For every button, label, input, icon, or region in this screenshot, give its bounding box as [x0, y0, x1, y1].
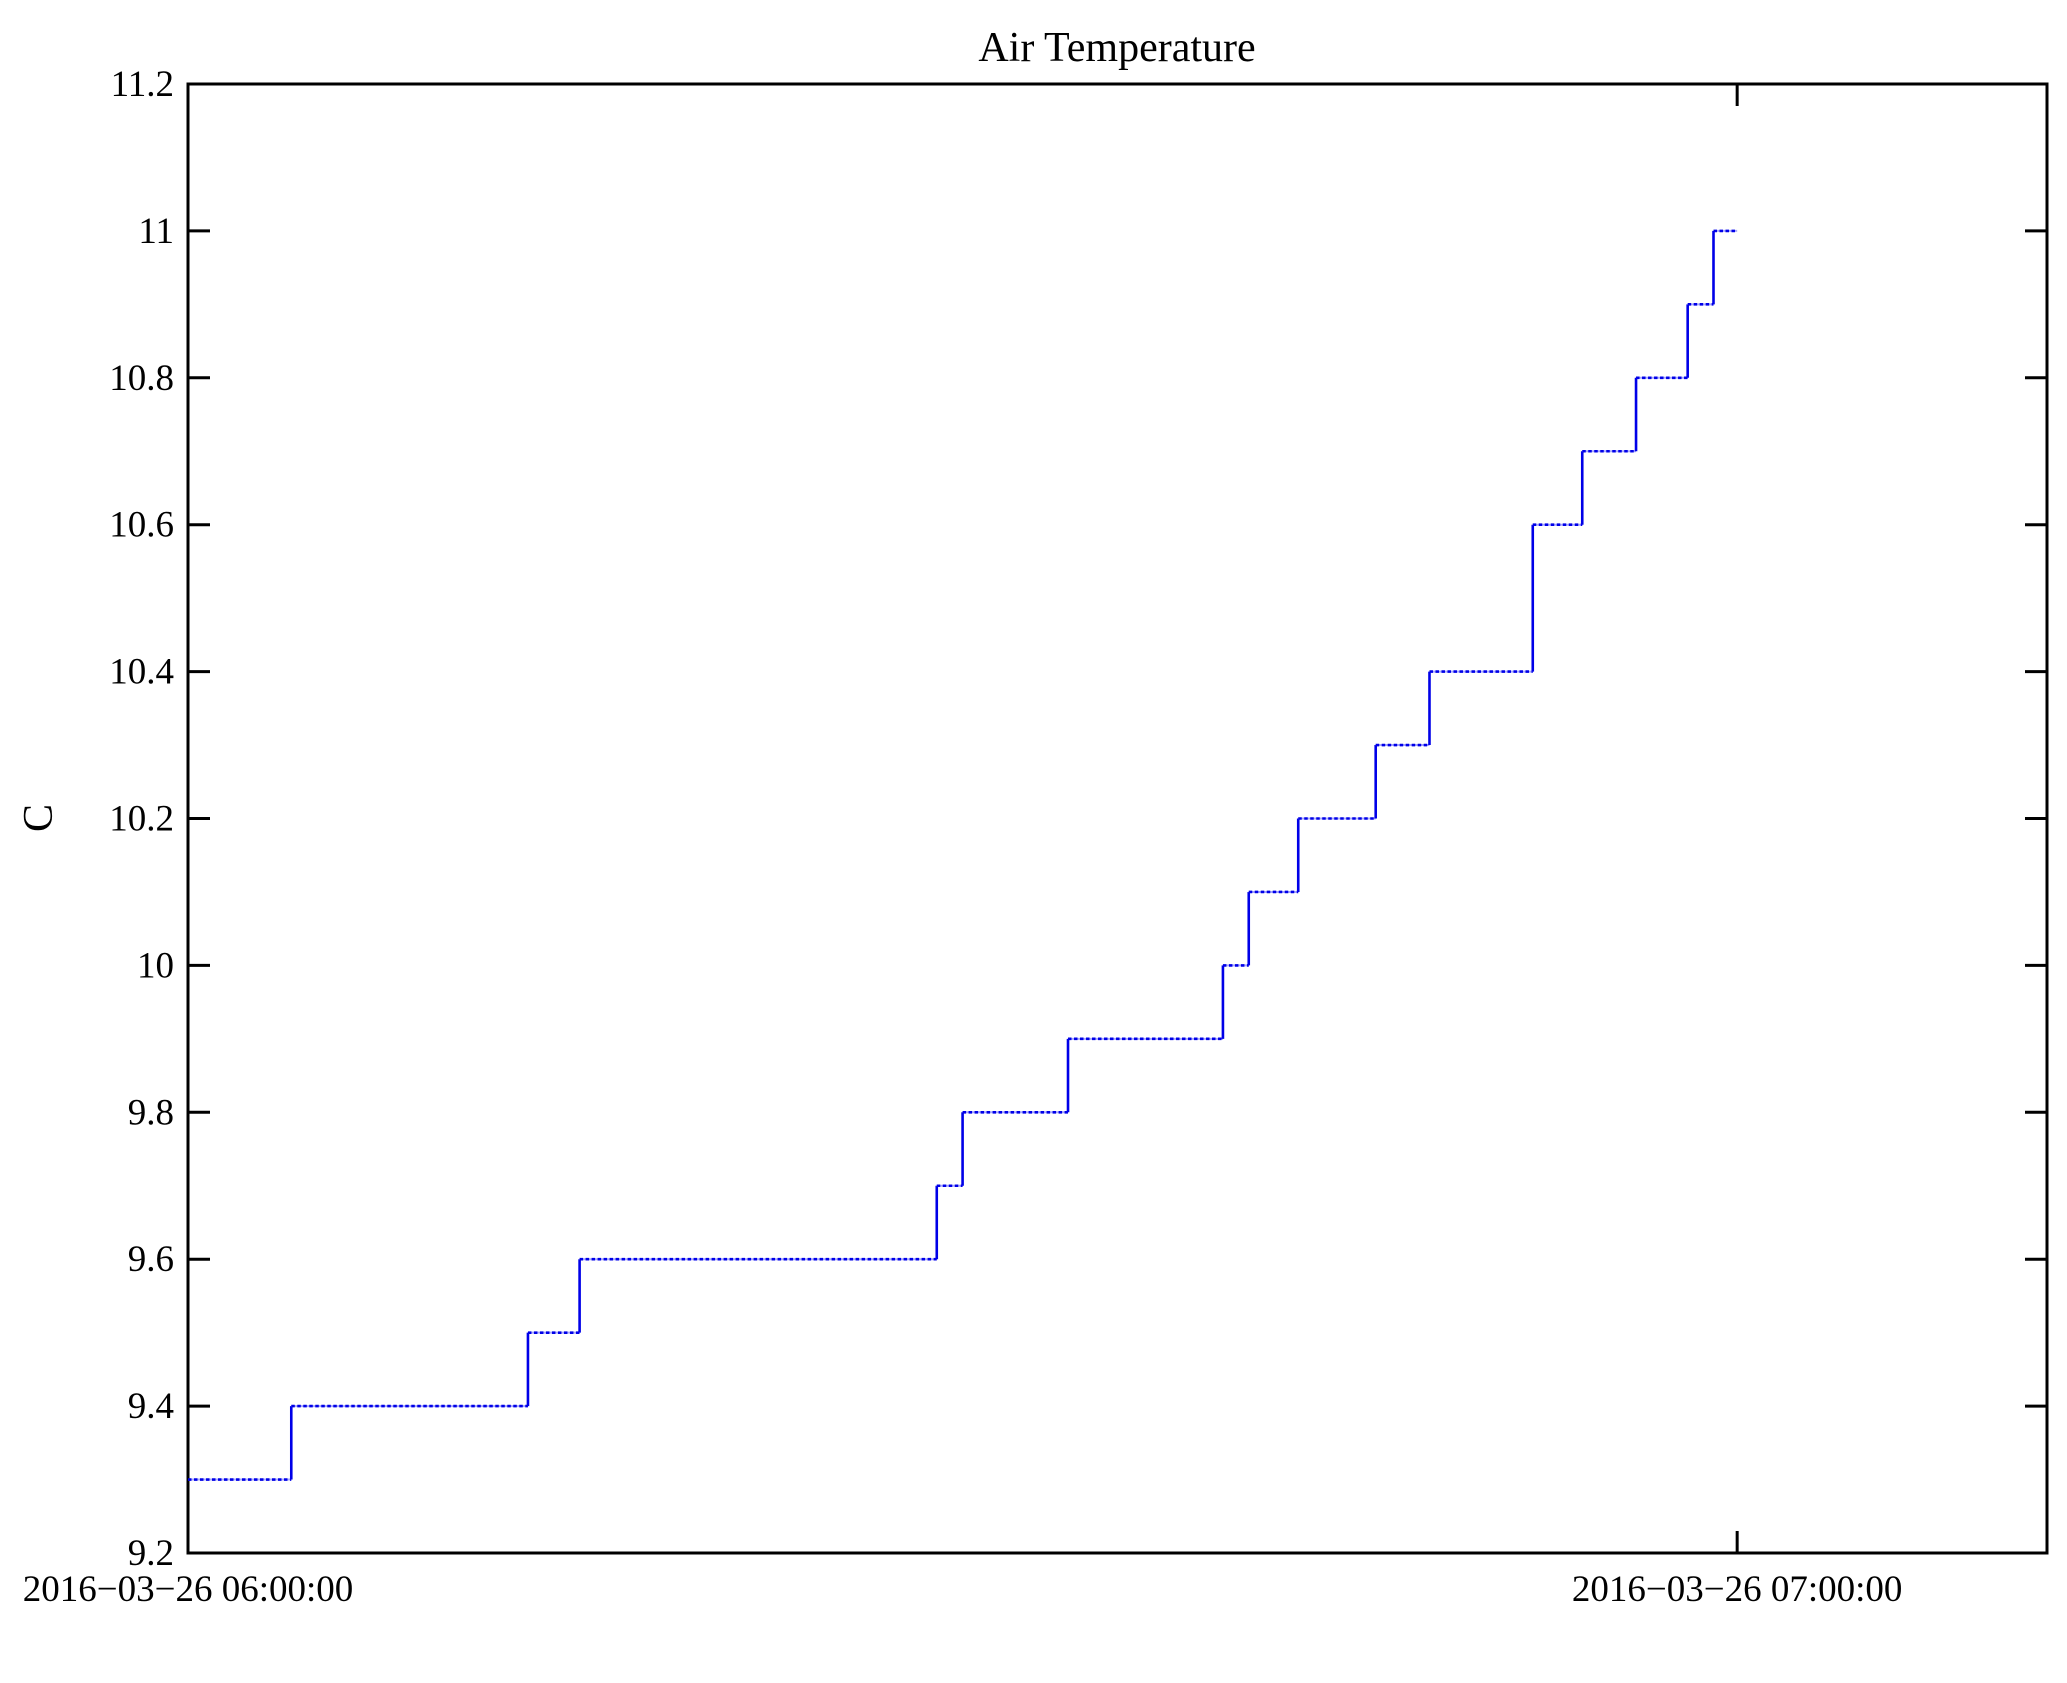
y-tick-label: 10.8	[109, 358, 174, 399]
x-tick-label: 2016−03−26 07:00:00	[1572, 1569, 1903, 1610]
y-tick-label: 9.6	[128, 1239, 174, 1280]
y-tick-label: 9.8	[128, 1092, 174, 1133]
y-tick-label: 11	[138, 211, 174, 252]
y-tick-label: 10	[137, 945, 174, 986]
y-tick-label: 10.4	[109, 652, 174, 693]
chart-title: Air Temperature	[978, 25, 1255, 71]
x-tick-label: 2016−03−26 06:00:00	[23, 1569, 354, 1610]
y-tick-label: 10.2	[109, 799, 174, 840]
y-tick-label: 9.4	[128, 1386, 174, 1427]
plot-area-border	[186, 82, 2049, 1555]
y-axis-label: C	[16, 804, 62, 832]
y-tick-label: 11.2	[111, 64, 174, 105]
temperature-step-line	[188, 229, 1738, 1481]
y-tick-label: 10.6	[109, 505, 174, 546]
axis-ticks: 9.2 9.4 9.6 9.8 10 10.2 10.4 10.6 10.8 11 11.2 2016…	[23, 64, 2047, 1610]
y-tick-label: 9.2	[128, 1533, 174, 1574]
